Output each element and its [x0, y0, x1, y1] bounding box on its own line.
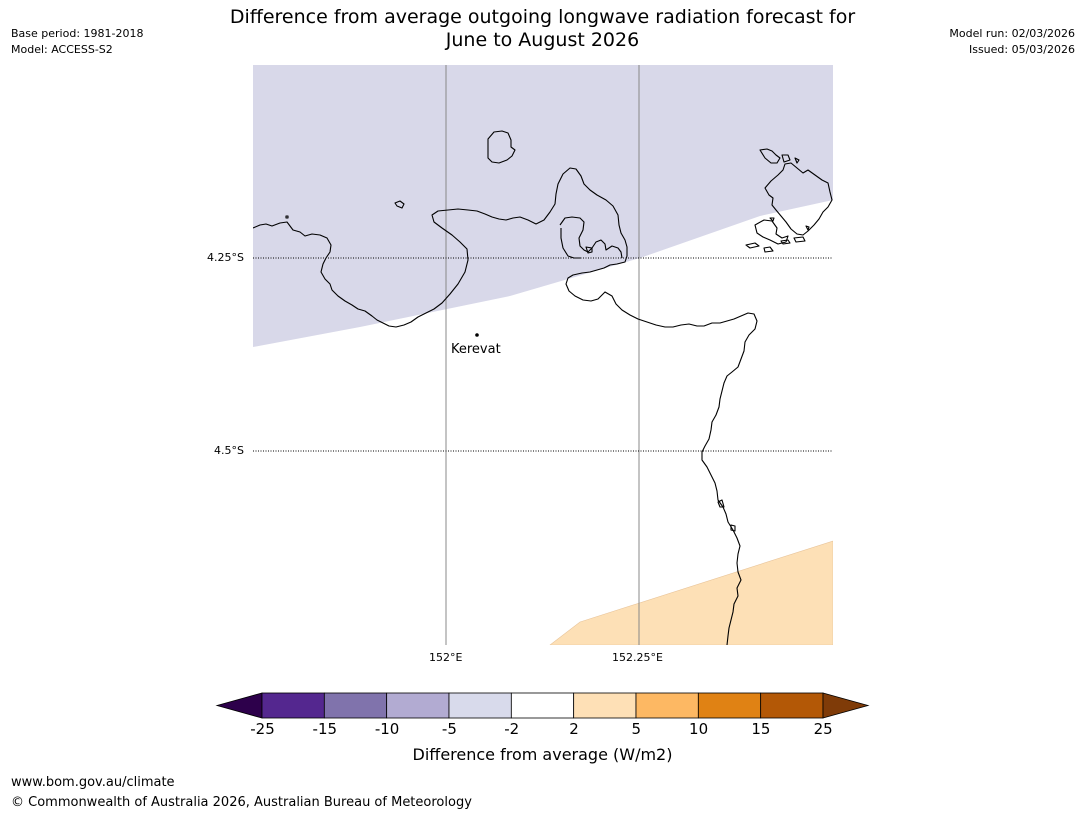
model-label: Model: ACCESS-S2: [11, 43, 113, 56]
colorbar-tick: -15: [312, 720, 338, 738]
colorbar-tick: -25: [250, 720, 275, 738]
negative-anomaly-region: [253, 65, 833, 347]
colorbar-label: Difference from average (W/m2): [412, 745, 673, 764]
lat-label-4-5: 4.5°S: [214, 444, 244, 457]
title-line-2: June to August 2026: [445, 29, 640, 51]
issued-label: Issued: 05/03/2026: [968, 43, 1075, 56]
map-title: Difference from average outgoing longwav…: [0, 6, 1085, 52]
base-period-label: Base period: 1981-2018: [11, 27, 144, 40]
coastline: [253, 130, 833, 645]
kerevat-marker: [475, 333, 479, 337]
colorbar-tick: -2: [504, 720, 520, 738]
footer-copyright: © Commonwealth of Australia 2026, Austra…: [11, 795, 472, 810]
colorbar-tick: 2: [569, 720, 579, 738]
lat-label-4-25: 4.25°S: [207, 251, 244, 264]
place-label-kerevat: Kerevat: [451, 342, 501, 357]
colorbar-tick: 5: [631, 720, 642, 738]
positive-anomaly-region: [549, 540, 833, 645]
colorbar-tick: 15: [751, 720, 771, 738]
colorbar-tick: 25: [813, 720, 833, 738]
colorbar-tick: 10: [689, 720, 709, 738]
lon-label-152-25: 152.25°E: [612, 651, 663, 664]
colorbar-tick: -10: [374, 720, 400, 738]
footer-url: www.bom.gov.au/climate: [11, 775, 175, 790]
model-run-label: Model run: 02/03/2026: [949, 27, 1075, 40]
colorbar-tick: -5: [441, 720, 457, 738]
lon-label-152: 152°E: [429, 651, 463, 664]
title-line-1: Difference from average outgoing longwav…: [229, 6, 856, 28]
